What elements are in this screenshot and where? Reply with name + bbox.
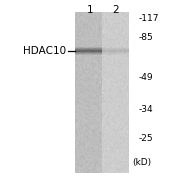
Text: HDAC10: HDAC10 (23, 46, 67, 56)
Text: -117: -117 (139, 14, 159, 22)
Text: -85: -85 (139, 33, 153, 42)
Text: -25: -25 (139, 134, 153, 143)
Text: 1: 1 (87, 5, 93, 15)
Text: -49: -49 (139, 73, 153, 82)
Text: -34: -34 (139, 105, 153, 114)
Text: (kD): (kD) (133, 158, 152, 167)
Text: 2: 2 (112, 5, 118, 15)
